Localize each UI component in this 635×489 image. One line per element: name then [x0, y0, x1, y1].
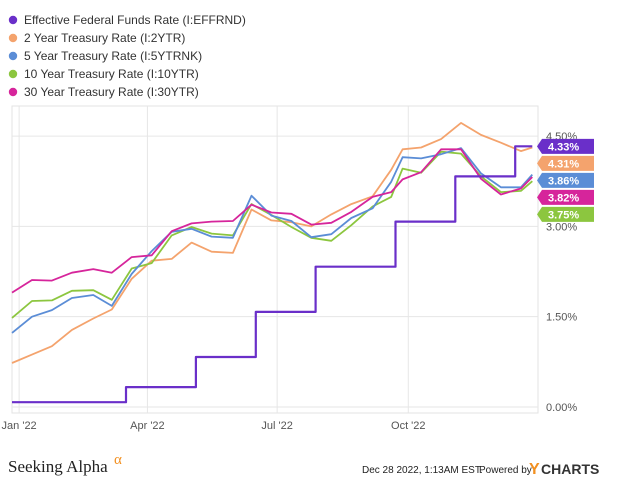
legend: Effective Federal Funds Rate (I:EFFRND) 2… [8, 13, 246, 99]
x-tick-label: Jan '22 [2, 420, 37, 432]
legend-label: 2 Year Treasury Rate (I:2YTR) [24, 31, 185, 45]
footer: Seeking Alpha α Dec 28 2022, 1:13AM EST.… [8, 452, 599, 478]
x-tick-label: Jul '22 [261, 420, 292, 432]
x-tick-label: Oct '22 [391, 420, 426, 432]
legend-label: 10 Year Treasury Rate (I:10YTR) [24, 67, 199, 81]
legend-item: 10 Year Treasury Rate (I:10YTR) [8, 67, 199, 81]
legend-item: 30 Year Treasury Rate (I:30YTR) [8, 85, 199, 99]
legend-item: Effective Federal Funds Rate (I:EFFRND) [8, 13, 246, 27]
powered-by-label: Powered by [479, 465, 532, 476]
y-tick-label: 3.00% [546, 221, 577, 233]
ycharts-logo-text: CHARTS [541, 461, 599, 477]
legend-label: 30 Year Treasury Rate (I:30YTR) [24, 85, 199, 99]
series-line [11, 150, 533, 319]
end-value-label: 3.75% [548, 209, 579, 221]
legend-item: 2 Year Treasury Rate (I:2YTR) [8, 31, 185, 45]
y-tick-label: 1.50% [546, 312, 577, 324]
series-line [12, 145, 533, 404]
ycharts-logo-y: Y [529, 461, 540, 478]
series-layer [11, 122, 533, 404]
end-value-label: 4.31% [548, 158, 579, 170]
grid-layer [11, 105, 539, 414]
legend-swatch [8, 51, 18, 61]
legend-swatch [8, 69, 18, 79]
end-value-badge: 3.82% [537, 189, 594, 205]
seeking-alpha-alpha-mark: α [114, 452, 122, 468]
end-value-badge: 4.31% [537, 155, 594, 171]
x-tick-label: Apr '22 [130, 420, 165, 432]
end-value-label: 3.86% [548, 175, 579, 187]
legend-item: 5 Year Treasury Rate (I:5YTRNK) [8, 49, 202, 63]
series-line [11, 122, 533, 364]
end-value-label: 3.82% [548, 192, 579, 204]
end-value-label: 4.33% [548, 141, 579, 153]
legend-swatch [8, 33, 18, 43]
timestamp: Dec 28 2022, 1:13AM EST. [362, 465, 483, 476]
end-value-badge: 4.33% [537, 138, 594, 154]
seeking-alpha-logo: Seeking Alpha [8, 457, 108, 476]
x-tick-layer: Jan '22 Apr '22 Jul '22 Oct '22 [2, 420, 426, 432]
end-label-layer: 4.33% 4.31% 3.86% 3.82% 3.75% [537, 138, 594, 222]
plot-frame [11, 105, 539, 414]
y-tick-label: 0.00% [546, 402, 577, 414]
legend-swatch [8, 15, 18, 25]
legend-swatch [8, 87, 18, 97]
legend-label: Effective Federal Funds Rate (I:EFFRND) [24, 13, 246, 27]
series-line [11, 148, 533, 294]
series-line [11, 147, 533, 334]
legend-label: 5 Year Treasury Rate (I:5YTRNK) [24, 49, 202, 63]
end-value-badge: 3.75% [537, 206, 594, 222]
end-value-badge: 3.86% [537, 172, 594, 188]
